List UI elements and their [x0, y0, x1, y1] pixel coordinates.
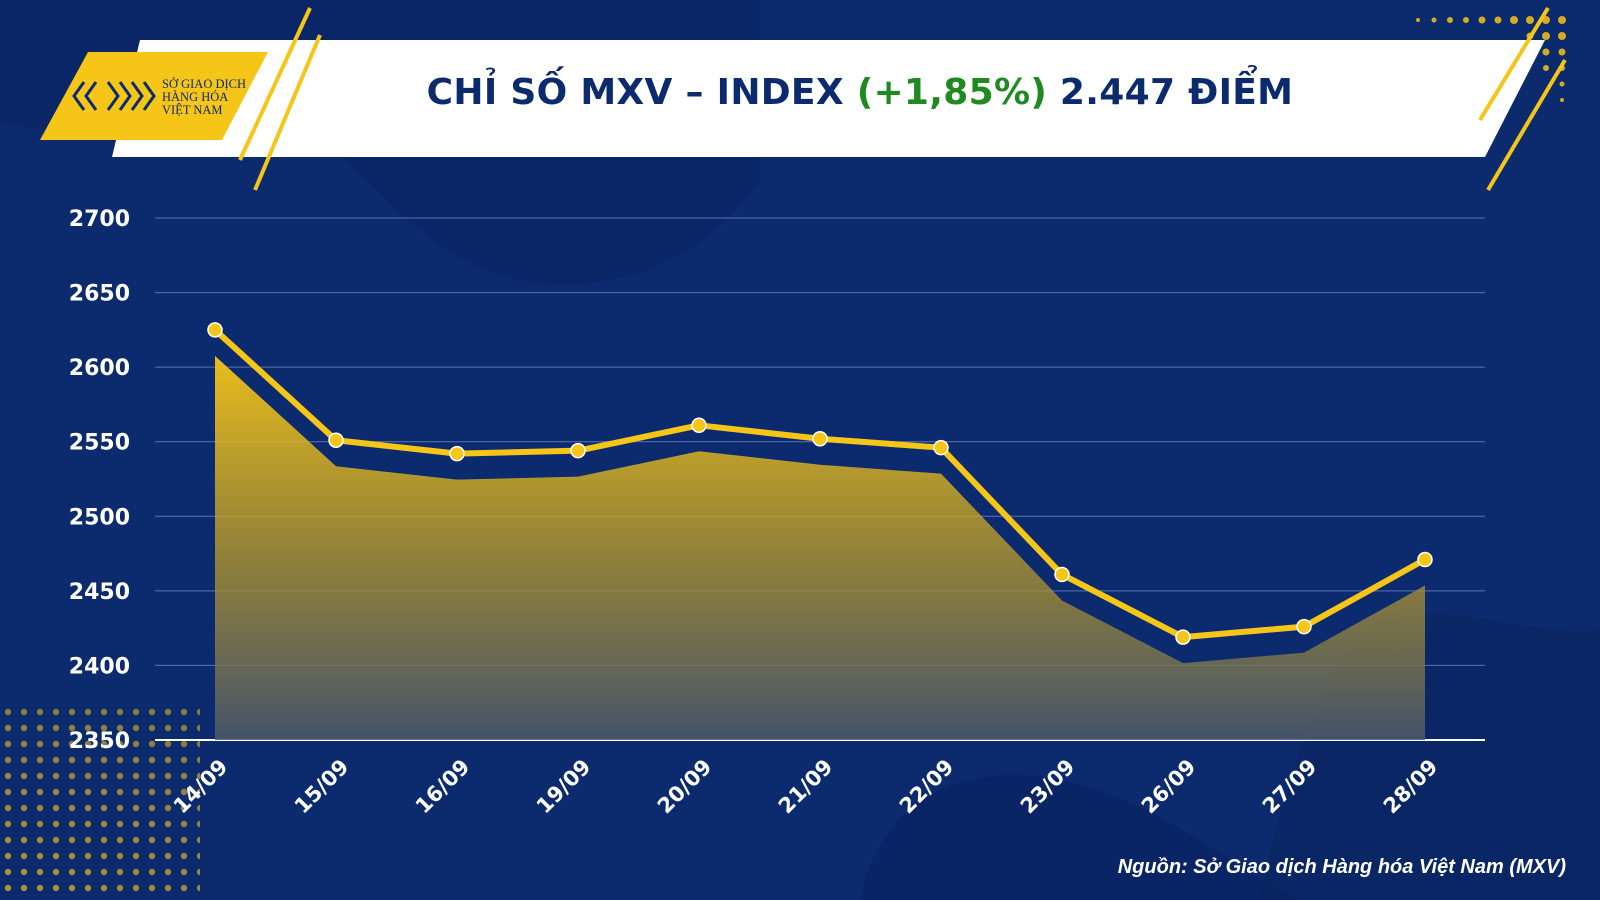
y-tick-label: 2500: [69, 505, 130, 530]
page-title: CHỈ SỐ MXV – INDEX (+1,85%) 2.447 ĐIỂM: [300, 72, 1420, 113]
x-tick-label: 14/09: [169, 755, 233, 819]
x-tick-label: 16/09: [411, 755, 475, 819]
title-prefix: CHỈ SỐ MXV – INDEX: [426, 72, 857, 113]
y-tick-label: 2350: [69, 729, 130, 754]
x-tick-label: 27/09: [1258, 755, 1322, 819]
title-suffix: 2.447 ĐIỂM: [1047, 72, 1294, 113]
y-axis-ticks: 2700 2650 2600 2550 2500 2450 2400 2350: [69, 207, 130, 754]
logo-line-2: HÀNG HÓA: [162, 90, 229, 104]
x-tick-label: 19/09: [532, 755, 596, 819]
y-tick-label: 2600: [69, 356, 130, 381]
series-points: [207, 322, 1433, 645]
area-fill: [215, 355, 1425, 740]
data-point: [207, 322, 223, 338]
data-point: [1296, 618, 1312, 635]
x-tick-label: 20/09: [653, 755, 717, 819]
area-shadow: [215, 355, 1425, 740]
x-tick-label: 28/09: [1379, 755, 1443, 819]
x-tick-label: 23/09: [1016, 755, 1080, 819]
data-point: [449, 445, 465, 462]
data-point: [1175, 629, 1191, 645]
data-point: [328, 432, 344, 448]
header-banner: [40, 6, 1567, 192]
data-point: [570, 442, 586, 459]
x-tick-label: 21/09: [774, 755, 838, 819]
data-point: [691, 417, 707, 434]
x-tick-label: 22/09: [895, 755, 959, 819]
y-tick-label: 2450: [69, 580, 130, 605]
data-point: [933, 439, 949, 456]
mxv-logo-icon: [72, 81, 156, 111]
x-tick-label: 26/09: [1137, 755, 1201, 819]
y-tick-label: 2700: [69, 207, 130, 232]
logo-line-1: SỞ GIAO DỊCH: [162, 77, 247, 91]
x-axis-ticks: 14/09 15/09 16/09 19/09 20/09 21/09 22/09 23/09…: [169, 755, 1443, 819]
source-note: Nguồn: Sở Giao dịch Hàng hóa Việt Nam (M…: [1117, 856, 1566, 878]
title-change: (+1,85%): [856, 72, 1048, 113]
data-point: [1054, 566, 1070, 583]
y-tick-label: 2400: [69, 654, 130, 679]
title-bar: [112, 40, 1545, 157]
y-tick-label: 2650: [69, 282, 130, 307]
accent-stripes: [238, 6, 1567, 192]
logo-line-3: VIỆT NAM: [162, 103, 223, 117]
y-tick-label: 2550: [69, 431, 130, 456]
data-point: [812, 430, 828, 447]
data-point: [1417, 551, 1433, 568]
logo-text: SỞ GIAO DỊCH HÀNG HÓA VIỆT NAM: [162, 78, 246, 117]
x-tick-label: 15/09: [290, 755, 354, 819]
